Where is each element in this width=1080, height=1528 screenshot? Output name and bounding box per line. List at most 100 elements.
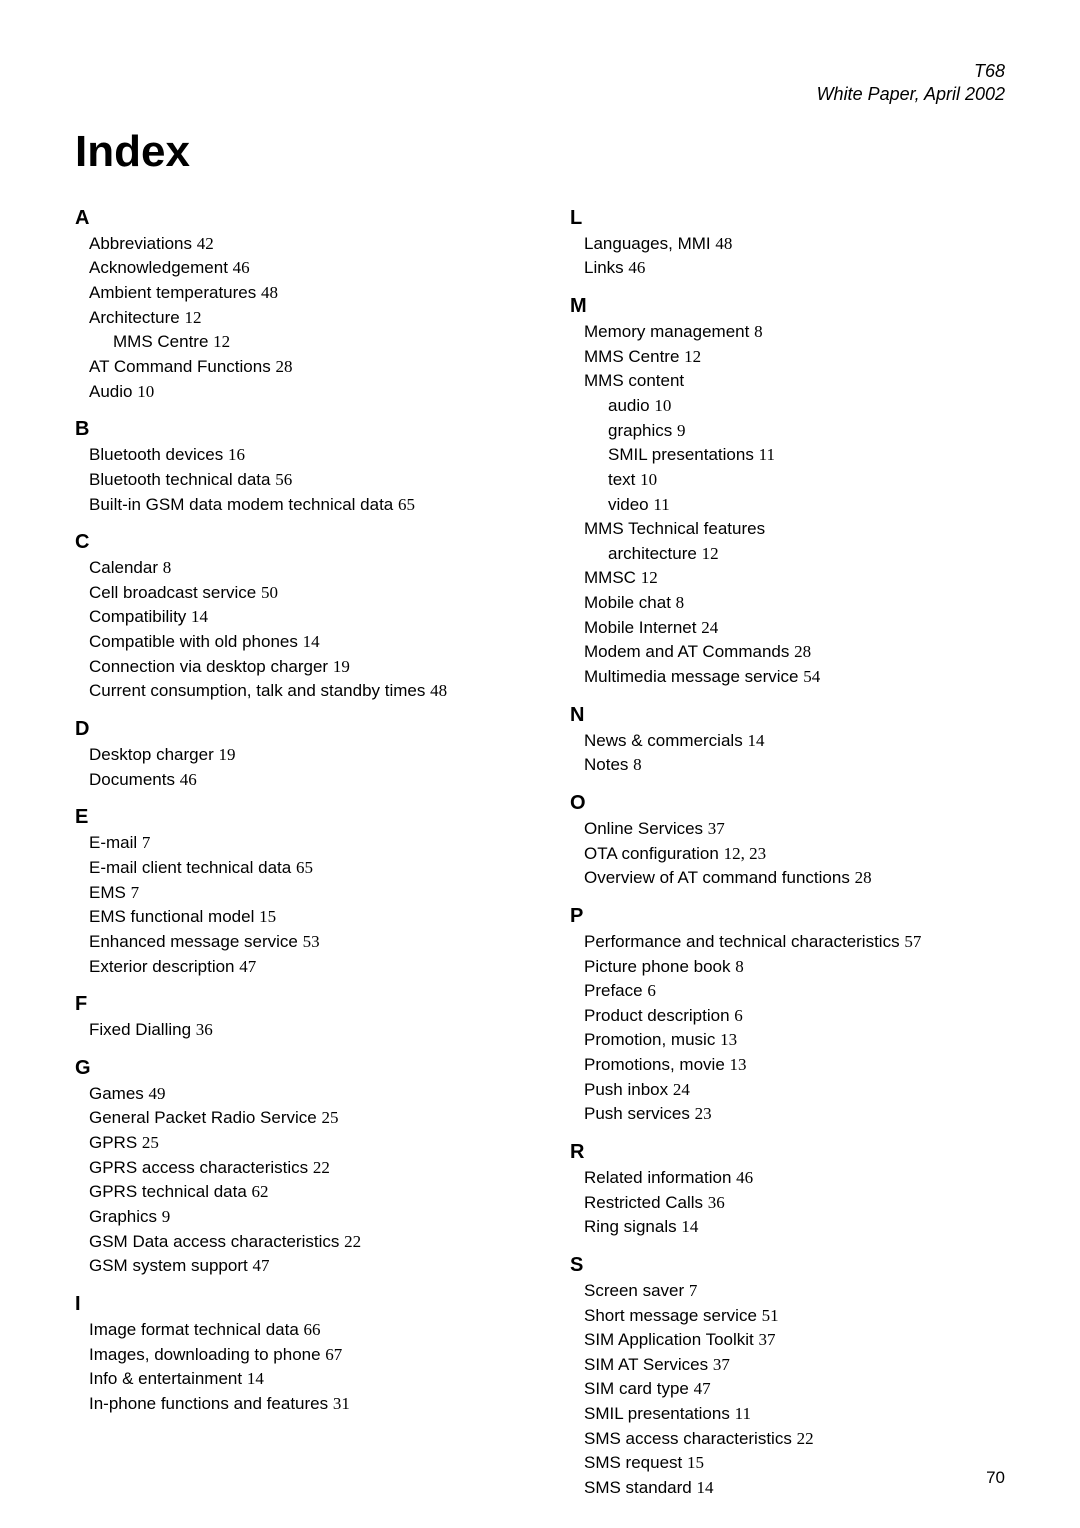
index-entry: Games 49 xyxy=(75,1082,510,1107)
header-line1: T68 xyxy=(75,60,1005,83)
entry-page: 65 xyxy=(296,858,313,877)
index-entry: Built-in GSM data modem technical data 6… xyxy=(75,493,510,518)
entry-page: 36 xyxy=(708,1193,725,1212)
index-entry: Ambient temperatures 48 xyxy=(75,281,510,306)
entry-page: 65 xyxy=(398,495,415,514)
entry-page: 11 xyxy=(759,445,775,464)
index-sub-entry: video 11 xyxy=(570,493,1005,518)
entry-page: 66 xyxy=(304,1320,321,1339)
index-entry: GPRS technical data 62 xyxy=(75,1180,510,1205)
entry-label: EMS xyxy=(89,883,126,902)
entry-label: SMIL presentations xyxy=(608,445,754,464)
index-section-letter: R xyxy=(570,1141,1005,1164)
entry-label: Bluetooth technical data xyxy=(89,470,270,489)
entry-page: 54 xyxy=(803,667,820,686)
index-section-letter: I xyxy=(75,1293,510,1316)
index-entry: E-mail 7 xyxy=(75,831,510,856)
index-entry: Documents 46 xyxy=(75,768,510,793)
entry-label: SMS standard xyxy=(584,1478,692,1497)
index-entry: Acknowledgement 46 xyxy=(75,256,510,281)
entry-page: 7 xyxy=(689,1281,698,1300)
entry-label: Mobile chat xyxy=(584,593,671,612)
right-column: LLanguages, MMI 48Links 46MMemory manage… xyxy=(570,207,1005,1501)
entry-label: SMS request xyxy=(584,1453,682,1472)
entry-page: 12, 23 xyxy=(724,844,767,863)
index-entry: Mobile Internet 24 xyxy=(570,616,1005,641)
entry-page: 11 xyxy=(735,1404,751,1423)
entry-label: Calendar xyxy=(89,558,158,577)
entry-label: Push services xyxy=(584,1104,690,1123)
entry-page: 47 xyxy=(239,957,256,976)
entry-page: 22 xyxy=(797,1429,814,1448)
entry-page: 10 xyxy=(137,382,154,401)
entry-page: 19 xyxy=(333,657,350,676)
entry-label: General Packet Radio Service xyxy=(89,1108,317,1127)
index-sub-entry: architecture 12 xyxy=(570,542,1005,567)
entry-page: 9 xyxy=(162,1207,171,1226)
index-entry: Architecture 12 xyxy=(75,306,510,331)
index-entry: Languages, MMI 48 xyxy=(570,232,1005,257)
entry-label: Ambient temperatures xyxy=(89,283,256,302)
index-section-letter: G xyxy=(75,1057,510,1080)
entry-page: 11 xyxy=(653,495,669,514)
entry-page: 47 xyxy=(252,1256,269,1275)
entry-label: News & commercials xyxy=(584,731,743,750)
entry-page: 46 xyxy=(736,1168,753,1187)
entry-label: Graphics xyxy=(89,1207,157,1226)
index-entry: Performance and technical characteristic… xyxy=(570,930,1005,955)
entry-label: GPRS xyxy=(89,1133,137,1152)
index-entry: Related information 46 xyxy=(570,1166,1005,1191)
entry-label: architecture xyxy=(608,544,697,563)
entry-label: Documents xyxy=(89,770,175,789)
entry-label: Related information xyxy=(584,1168,731,1187)
entry-label: Screen saver xyxy=(584,1281,684,1300)
entry-label: Exterior description xyxy=(89,957,235,976)
entry-page: 15 xyxy=(687,1453,704,1472)
index-section-letter: O xyxy=(570,792,1005,815)
entry-page: 8 xyxy=(754,322,763,341)
index-entry: SMS access characteristics 22 xyxy=(570,1427,1005,1452)
entry-page: 46 xyxy=(628,258,645,277)
index-entry: Product description 6 xyxy=(570,1004,1005,1029)
entry-label: Product description xyxy=(584,1006,730,1025)
entry-page: 14 xyxy=(303,632,320,651)
entry-label: Fixed Dialling xyxy=(89,1020,191,1039)
entry-page: 13 xyxy=(720,1030,737,1049)
entry-label: SMIL presentations xyxy=(584,1404,730,1423)
entry-page: 56 xyxy=(275,470,292,489)
index-entry: GSM Data access characteristics 22 xyxy=(75,1230,510,1255)
entry-page: 13 xyxy=(730,1055,747,1074)
entry-label: Promotions, movie xyxy=(584,1055,725,1074)
index-entry: Multimedia message service 54 xyxy=(570,665,1005,690)
index-sub-entry: SMIL presentations 11 xyxy=(570,443,1005,468)
entry-page: 28 xyxy=(855,868,872,887)
index-section-letter: E xyxy=(75,806,510,829)
index-entry: MMS Technical features xyxy=(570,517,1005,542)
index-entry: Overview of AT command functions 28 xyxy=(570,866,1005,891)
entry-label: Languages, MMI xyxy=(584,234,711,253)
entry-page: 9 xyxy=(677,421,686,440)
entry-page: 8 xyxy=(676,593,685,612)
entry-page: 6 xyxy=(734,1006,743,1025)
entry-page: 37 xyxy=(759,1330,776,1349)
entry-label: audio xyxy=(608,396,650,415)
entry-page: 12 xyxy=(213,332,230,351)
index-entry: Notes 8 xyxy=(570,753,1005,778)
entry-page: 49 xyxy=(149,1084,166,1103)
index-entry: GPRS 25 xyxy=(75,1131,510,1156)
index-entry: Exterior description 47 xyxy=(75,955,510,980)
index-entry: Calendar 8 xyxy=(75,556,510,581)
index-entry: Ring signals 14 xyxy=(570,1215,1005,1240)
entry-page: 16 xyxy=(228,445,245,464)
index-entry: SIM card type 47 xyxy=(570,1377,1005,1402)
index-entry: SMS standard 14 xyxy=(570,1476,1005,1501)
index-section-letter: A xyxy=(75,207,510,230)
entry-label: SIM Application Toolkit xyxy=(584,1330,754,1349)
index-entry: Compatibility 14 xyxy=(75,605,510,630)
entry-page: 15 xyxy=(259,907,276,926)
entry-label: Connection via desktop charger xyxy=(89,657,328,676)
index-entry: Info & entertainment 14 xyxy=(75,1367,510,1392)
index-entry: Compatible with old phones 14 xyxy=(75,630,510,655)
entry-label: Compatible with old phones xyxy=(89,632,298,651)
index-entry: GPRS access characteristics 22 xyxy=(75,1156,510,1181)
